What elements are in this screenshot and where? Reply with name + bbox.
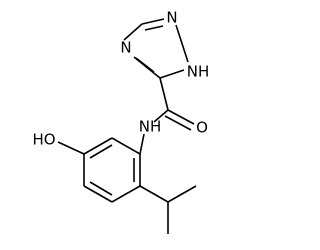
bond bbox=[57, 141, 85, 155]
bond bbox=[123, 23, 143, 41]
bond bbox=[89, 181, 113, 196]
bond bbox=[141, 18, 165, 25]
bond bbox=[159, 77, 169, 111]
bond bbox=[175, 24, 189, 63]
bond bbox=[139, 185, 169, 203]
bond bbox=[139, 133, 145, 155]
atom-label: NH bbox=[139, 118, 162, 136]
bond bbox=[144, 25, 164, 31]
atom-labels: N N NH NH O HO bbox=[32, 9, 209, 149]
atom-label: O bbox=[196, 119, 208, 137]
bond bbox=[83, 185, 113, 203]
atom-label: HO bbox=[32, 131, 55, 149]
bond bbox=[135, 57, 155, 73]
bond bbox=[153, 109, 169, 123]
bond bbox=[83, 137, 113, 155]
atom-label: NH bbox=[187, 63, 210, 81]
bond bbox=[167, 109, 195, 125]
atom-label: N bbox=[120, 39, 131, 57]
bonds bbox=[57, 18, 197, 234]
bond bbox=[159, 69, 185, 79]
atom-label: N bbox=[166, 9, 177, 27]
bond bbox=[89, 144, 113, 159]
bond bbox=[111, 185, 141, 203]
bond bbox=[111, 137, 141, 155]
bond bbox=[167, 185, 197, 203]
molecule: N N NH NH O HO bbox=[32, 9, 209, 234]
bond bbox=[164, 115, 192, 131]
